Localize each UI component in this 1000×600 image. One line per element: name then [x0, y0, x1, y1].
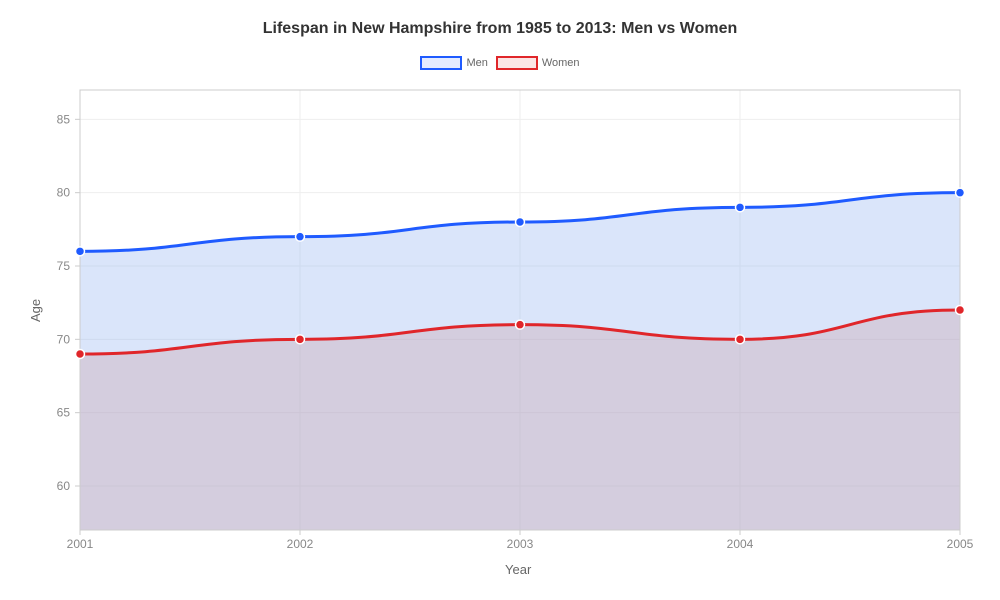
svg-text:2003: 2003 — [507, 537, 534, 551]
x-axis-label: Year — [505, 562, 531, 577]
svg-text:65: 65 — [57, 406, 71, 420]
svg-text:2001: 2001 — [67, 537, 94, 551]
chart-container: Lifespan in New Hampshire from 1985 to 2… — [0, 0, 1000, 600]
plot-svg: 60 65 70 75 80 85 2001 2002 2003 2004 2005 — [0, 0, 1000, 600]
svg-text:2005: 2005 — [947, 537, 974, 551]
svg-text:80: 80 — [57, 186, 71, 200]
svg-text:75: 75 — [57, 259, 71, 273]
svg-text:2002: 2002 — [287, 537, 314, 551]
svg-text:2004: 2004 — [727, 537, 754, 551]
svg-text:85: 85 — [57, 112, 71, 126]
y-axis-label: Age — [28, 299, 43, 322]
svg-text:60: 60 — [57, 479, 71, 493]
svg-text:70: 70 — [57, 332, 71, 346]
